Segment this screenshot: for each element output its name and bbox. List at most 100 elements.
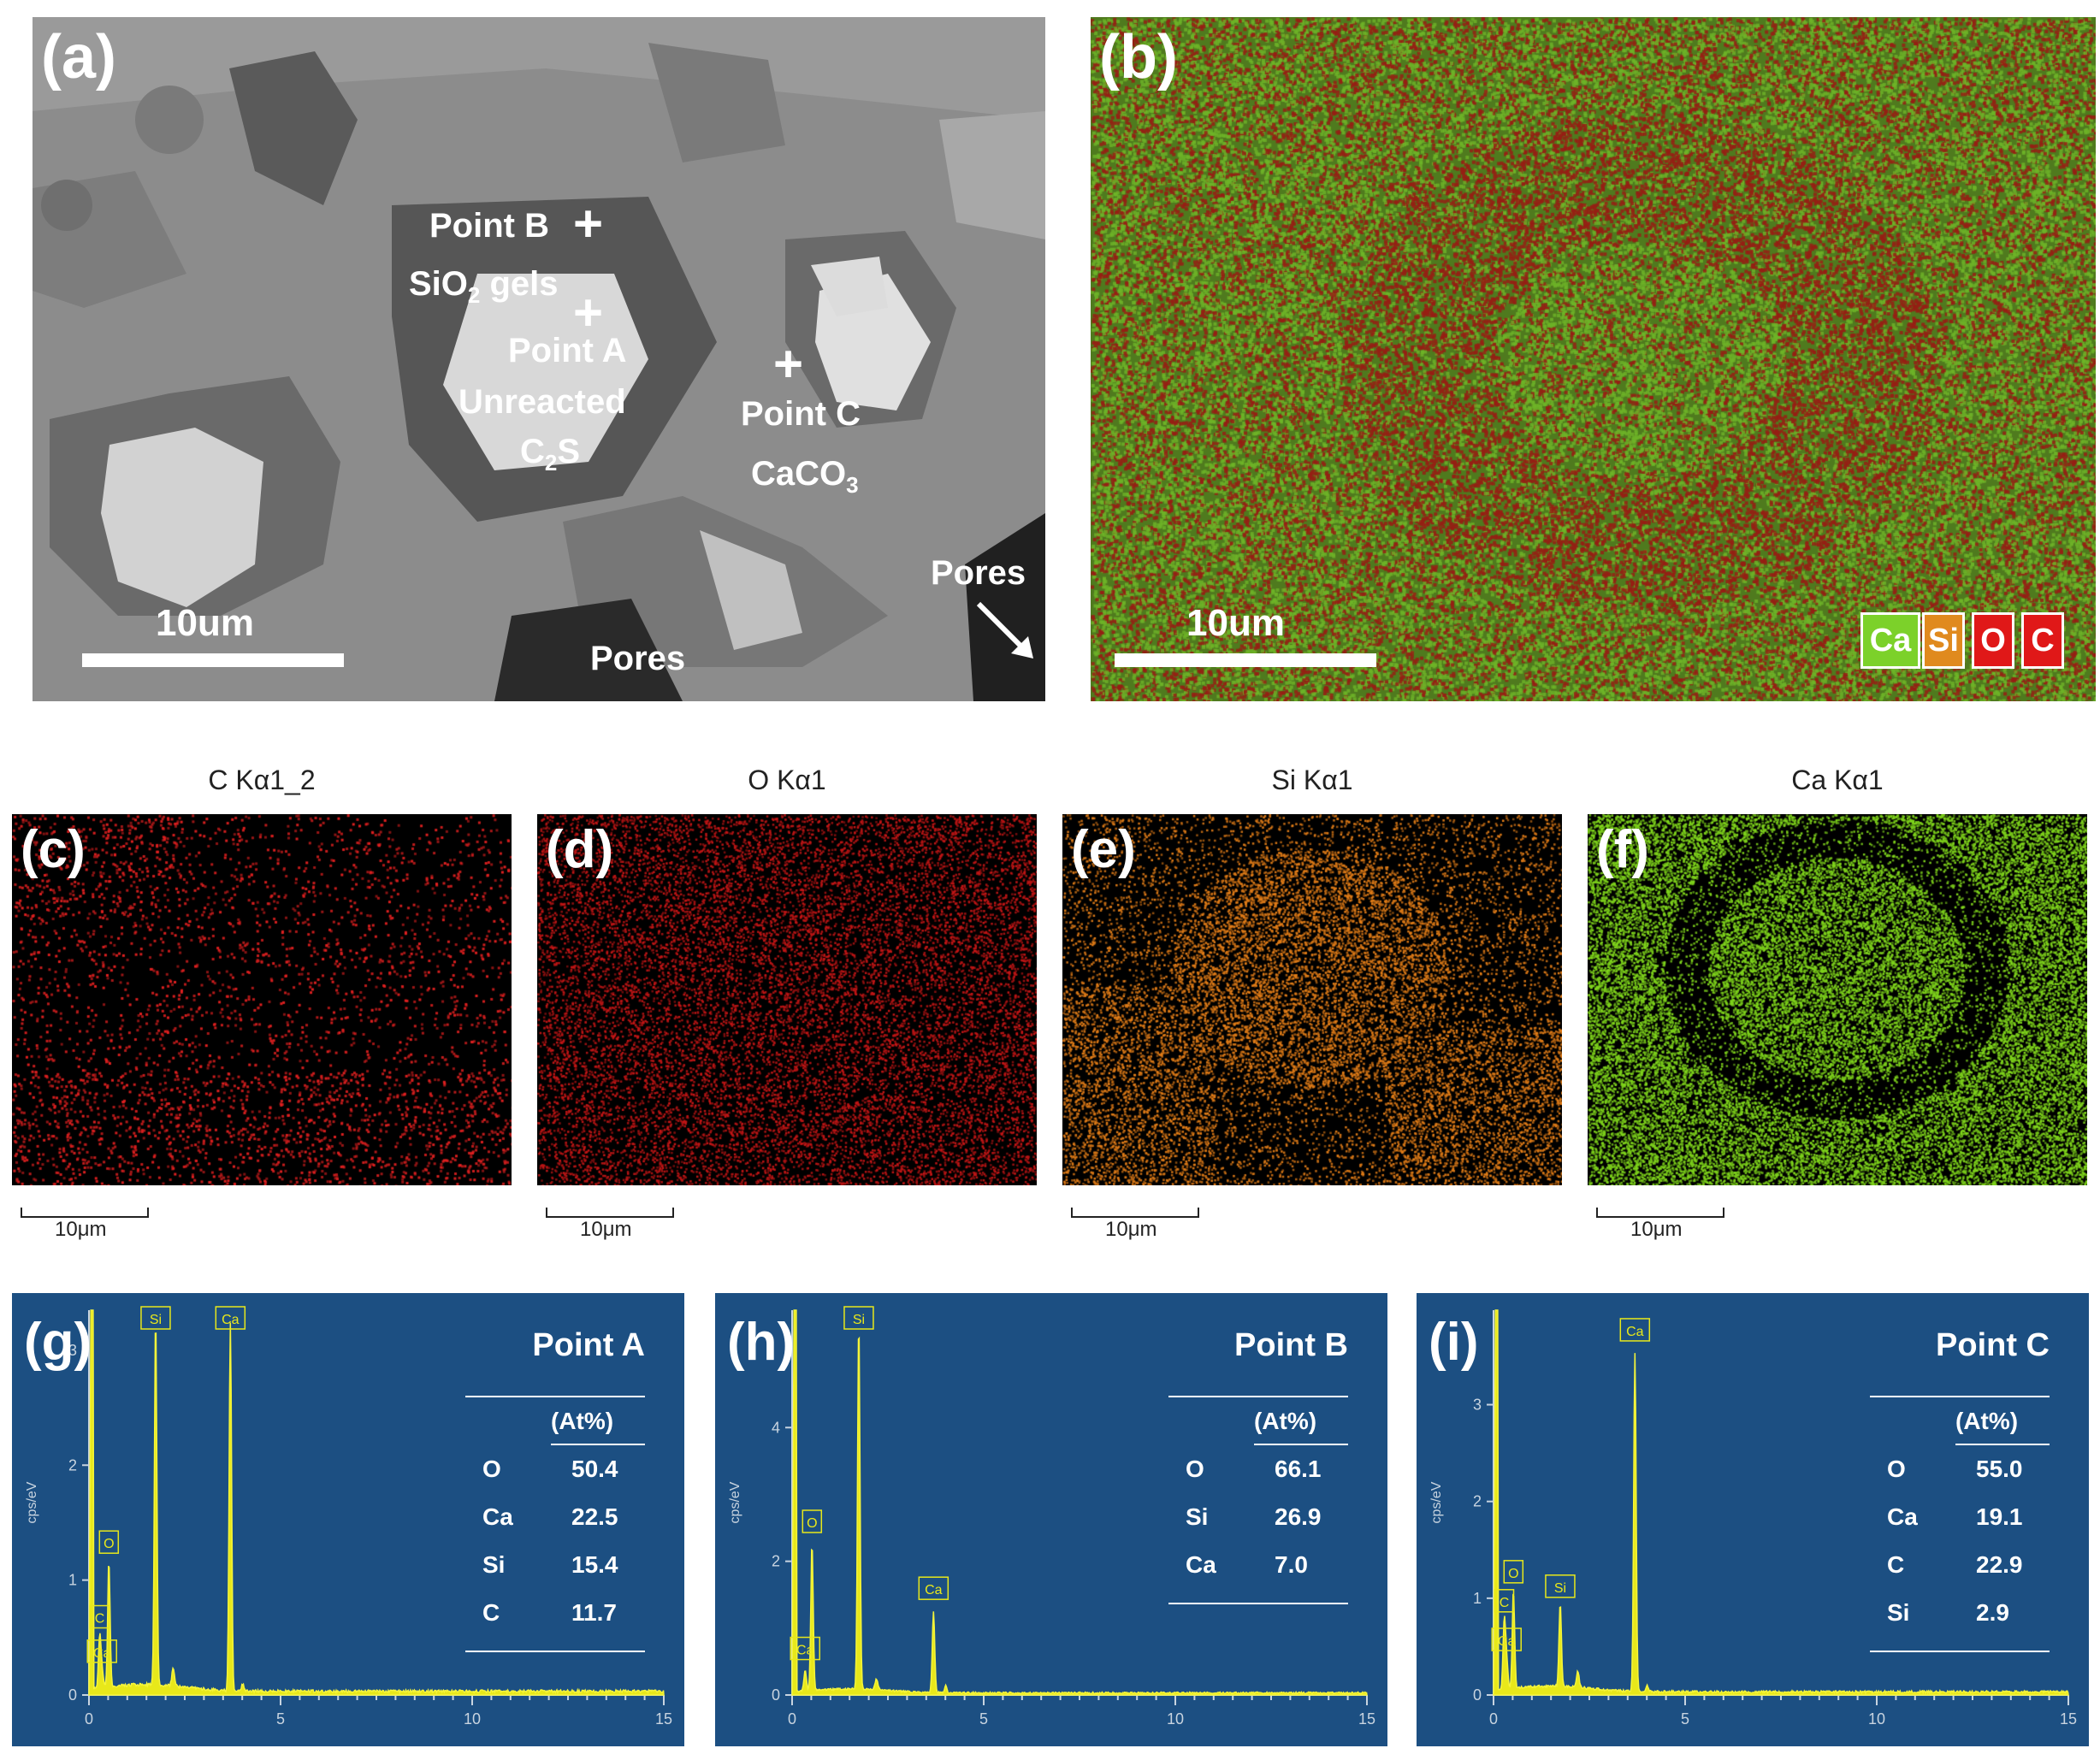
table-value: 26.9 [1275, 1503, 1322, 1530]
peak-label-box [1545, 1574, 1576, 1598]
y-tick-label: 3 [1473, 1397, 1482, 1414]
x-tick-label: 0 [85, 1710, 93, 1728]
x-tick-label: 15 [1358, 1710, 1375, 1728]
y-tick-label: 2 [1473, 1493, 1482, 1510]
table-element: Si [482, 1551, 506, 1578]
table-value: 7.0 [1275, 1551, 1308, 1578]
x-tick-label: 5 [979, 1710, 988, 1728]
table-value: 50.4 [571, 1456, 618, 1482]
x-tick-label: 10 [464, 1710, 481, 1728]
peak-label-box [1503, 1560, 1524, 1584]
peak-label: Ca [790, 1636, 820, 1661]
legend-item: C [2021, 612, 2064, 669]
table-value: 66.1 [1275, 1456, 1322, 1482]
elemental-map-0: (c) [12, 814, 512, 1185]
table-element: O [1186, 1456, 1204, 1482]
table-rule [465, 1396, 645, 1397]
table-rule [1168, 1396, 1348, 1397]
point-c-marker: + [773, 335, 804, 393]
peak-label-text: O [104, 1537, 114, 1551]
peak-label-text: Si [150, 1313, 162, 1327]
panel-label-map: (f) [1596, 820, 1649, 879]
table-rule [551, 1444, 645, 1445]
peak-label: O [98, 1530, 120, 1554]
table-rule [1955, 1444, 2050, 1445]
scale-text-a: 10um [156, 602, 254, 644]
table-element: Ca [1186, 1551, 1216, 1578]
table-rule [1168, 1603, 1348, 1604]
peak-label: C [89, 1604, 110, 1629]
x-tick-label: 0 [788, 1710, 796, 1728]
table-value: 22.9 [1976, 1551, 2023, 1578]
scale-bar-text: 10μm [55, 1218, 107, 1241]
scale-bar-line [546, 1208, 674, 1218]
table-value: 2.9 [1976, 1599, 2009, 1626]
table-element: Si [1186, 1503, 1209, 1530]
peak-label-box [918, 1576, 949, 1600]
peak-label-text: Si [1554, 1581, 1566, 1596]
peak-label-box [790, 1636, 820, 1661]
composition-table: Point A (At%) O 50.4 Ca 22.5 Si 15.4 C 11.7 [465, 1327, 645, 1652]
peak-label-text: Ca [222, 1313, 240, 1327]
peak-label-box [843, 1306, 874, 1330]
y-tick-label: 4 [772, 1419, 780, 1436]
peak-label: Si [843, 1306, 874, 1330]
peak-label-box [1619, 1318, 1651, 1342]
unreacted-label: Unreacted [458, 383, 626, 421]
panel-label-map: (e) [1071, 820, 1136, 879]
eds-spectrum-1: 0 5 10 15 0 2 4 cps/eV Ca O Si Ca (h) Point B (At%) O 66… [715, 1293, 1387, 1746]
elemental-map-3: (f) [1588, 814, 2087, 1185]
eds-spectrum-2: 0 5 10 15 0 1 2 3 cps/eV C Ca O Si Ca (i) Point C (At%) O… [1417, 1293, 2089, 1746]
peak-label-box [802, 1509, 823, 1533]
table-element: O [1887, 1456, 1906, 1482]
x-tick-label: 5 [276, 1710, 285, 1728]
table-rule [1870, 1396, 2050, 1397]
point-a-marker: + [573, 284, 604, 341]
peak-label-text: Ca [796, 1644, 814, 1658]
map-title-0: C Kα1_2 [208, 765, 316, 795]
elemental-map-2: (e) [1062, 814, 1562, 1185]
elemental-map-1: (d) [537, 814, 1037, 1185]
peak-label: C [1494, 1589, 1515, 1613]
peak-label-text: C [95, 1612, 105, 1627]
map-title-3: Ca Kα1 [1791, 765, 1884, 795]
peak-label-text: Ca [93, 1646, 111, 1661]
legend-item: Si [1922, 612, 1965, 669]
point-c-label: Point C [741, 395, 861, 433]
pores-arrow [976, 601, 1033, 659]
peak-label-text: Ca [925, 1583, 943, 1598]
peak-label-text: Si [853, 1313, 865, 1327]
y-tick-label: 1 [1473, 1590, 1482, 1607]
elemental-map-canvas [12, 814, 512, 1185]
c2s-label: C2S [520, 433, 581, 475]
legend-item: O [1972, 612, 2014, 669]
table-element: Ca [1887, 1503, 1918, 1530]
peak-label-box [89, 1604, 110, 1629]
peak-label-box [215, 1306, 246, 1330]
table-header: (At%) [1955, 1408, 2019, 1434]
caco3-label: CaCO3 [751, 455, 859, 498]
x-tick-label: 15 [655, 1710, 672, 1728]
peak-label-text: C [1500, 1596, 1510, 1610]
sem-micrograph [33, 17, 1045, 701]
table-header: (At%) [551, 1408, 614, 1434]
panel-label-map: (d) [546, 820, 614, 879]
scale-bar-line [1071, 1208, 1199, 1218]
pores-label-right: Pores [931, 554, 1026, 592]
table-element: Si [1887, 1599, 1910, 1626]
y-tick-label: 1 [68, 1572, 77, 1589]
table-value: 55.0 [1976, 1456, 2023, 1482]
map-title-2: Si Kα1 [1271, 765, 1353, 795]
table-title: Point C [1936, 1327, 2050, 1363]
map-title-1: O Kα1 [748, 765, 826, 795]
x-tick-label: 10 [1868, 1710, 1885, 1728]
peak-label-box [1491, 1627, 1522, 1651]
y-tick-label: 3 [68, 1342, 77, 1359]
scale-bar-b [1115, 653, 1376, 667]
panel-label-spectrum: (g) [24, 1313, 92, 1372]
scale-bar-text: 10μm [580, 1218, 632, 1241]
eds-spectrum-0: 0 5 10 15 0 1 2 3 cps/eV C Ca O Si Ca (g) Point A (At%) O… [12, 1293, 684, 1746]
y-tick-label: 2 [68, 1456, 77, 1474]
overlay-map-canvas [1091, 17, 2096, 701]
spectrum-plot: 0 5 10 15 0 1 2 3 cps/eV C Ca O Si Ca [25, 1306, 672, 1728]
